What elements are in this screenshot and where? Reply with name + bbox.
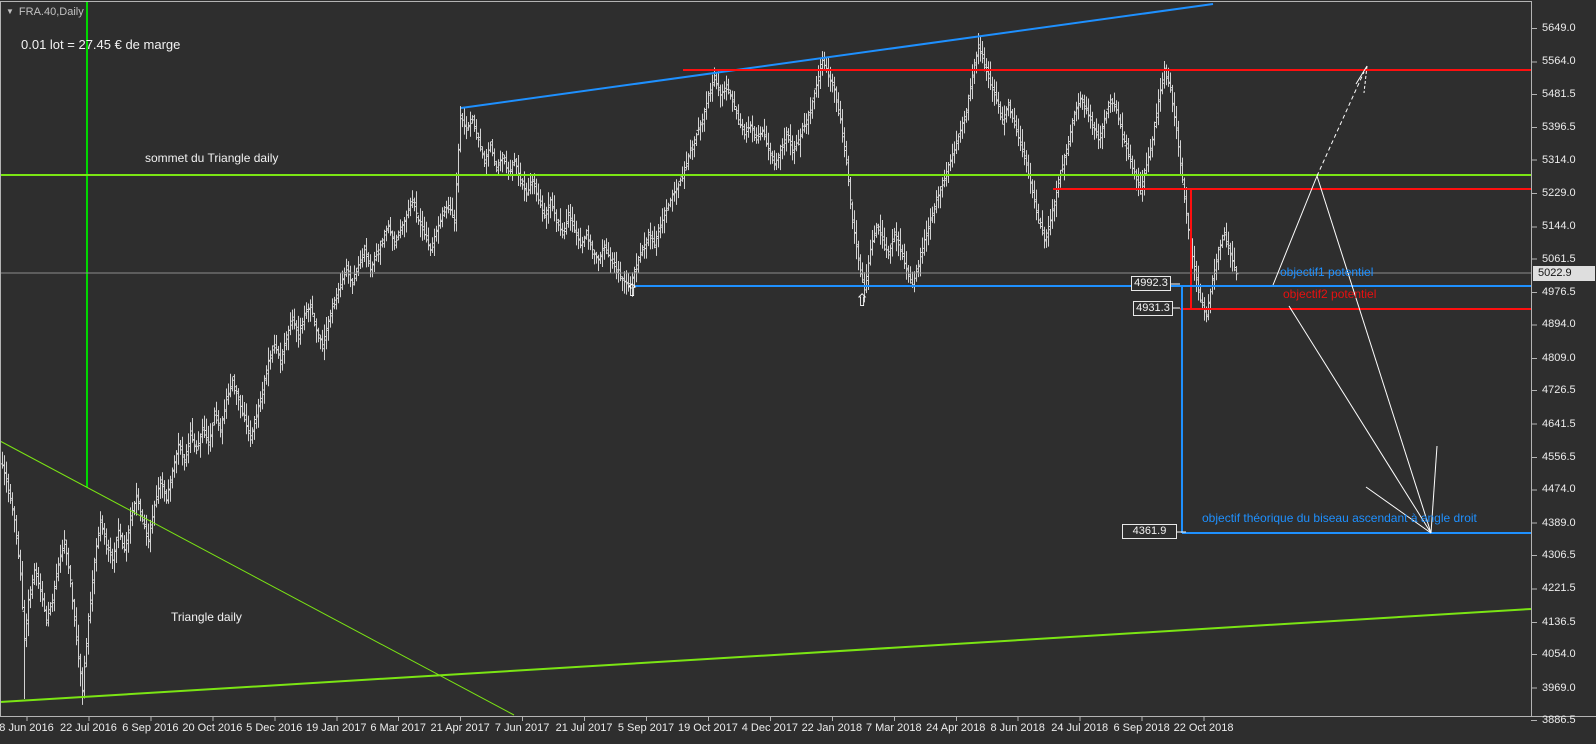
price-axis-label: 4221.5 [1542, 582, 1576, 595]
price-axis-label: 4136.5 [1542, 615, 1576, 628]
price-axis-label: 4556.5 [1542, 450, 1576, 463]
time-axis-label: 5 Dec 2016 [246, 722, 303, 734]
arrowhead-left-barb[interactable] [1365, 486, 1432, 534]
price-axis-label: 5061.5 [1542, 252, 1576, 265]
objectif-theorique-label[interactable]: objectif théorique du biseau ascendant à… [1202, 511, 1477, 525]
time-axis-label: 8 Jun 2016 [0, 722, 54, 734]
rebound-line[interactable] [1430, 445, 1438, 534]
time-axis-label: 22 Jan 2018 [801, 722, 863, 734]
time-axis-label: 6 Sep 2016 [122, 722, 179, 734]
time-axis-label: 22 Jul 2016 [59, 722, 117, 734]
symbol-timeframe-label[interactable]: ▼ FRA.40,Daily [6, 4, 84, 20]
price-axis-label: 3886.5 [1542, 714, 1576, 726]
dropdown-triangle-icon: ▼ [6, 7, 14, 16]
price-axis-label: 4306.5 [1542, 549, 1576, 562]
time-axis-label: 6 Sep 2018 [1113, 722, 1170, 734]
margin-note-text[interactable]: 0.01 lot = 27.45 € de marge [21, 37, 181, 52]
price-axis-label: 4054.0 [1542, 648, 1576, 661]
price-axis-label: 4474.0 [1542, 483, 1576, 496]
time-axis-label: 5 Sep 2017 [617, 722, 675, 734]
time-axis-label: 7 Mar 2018 [865, 722, 922, 734]
time-axis-label: 20 Oct 2016 [182, 722, 243, 734]
current-price-badge: 5022.9 [1533, 266, 1595, 281]
time-axis-label: 24 Jul 2018 [1051, 722, 1109, 734]
time-axis-label: 7 Jun 2017 [494, 722, 550, 734]
price-box-4361[interactable]: 4361.9 [1122, 524, 1177, 539]
price-axis-label: 5564.0 [1542, 55, 1576, 68]
price-axis-label: 4976.5 [1542, 286, 1576, 299]
price-axis-label: 5649.0 [1542, 22, 1576, 34]
time-axis-label: 21 Apr 2017 [430, 722, 490, 734]
time-axis-label: 22 Oct 2018 [1173, 722, 1234, 734]
symbol-timeframe-text: FRA.40,Daily [18, 6, 84, 18]
time-axis-label: 19 Oct 2017 [677, 722, 738, 734]
price-axis-label: 4809.0 [1542, 351, 1576, 364]
time-axis-label: 21 Jul 2017 [555, 722, 613, 734]
price-axis-label: 5396.5 [1542, 121, 1576, 134]
dashed-arrowhead-barb1 [1355, 65, 1368, 85]
projection-up-leg[interactable] [1272, 175, 1318, 286]
up-arrow-marker-1[interactable]: ⇧ [625, 281, 640, 301]
price-axis-label: 4389.0 [1542, 516, 1576, 529]
time-axis-label: 8 Jun 2018 [990, 722, 1045, 734]
up-arrow-marker-2[interactable]: ⇧ [855, 291, 870, 311]
price-axis-label: 4894.0 [1542, 318, 1576, 331]
price-axis-label: 5314.0 [1542, 153, 1576, 166]
blue-trendline[interactable] [460, 3, 1214, 109]
time-axis[interactable]: 8 Jun 2016 22 Jul 2016 6 Sep 2016 20 Oct 20… [0, 717, 1596, 744]
time-axis-label: 19 Jan 2017 [305, 722, 367, 734]
price-box-4992[interactable]: 4992.3 [1131, 276, 1171, 291]
projection-second-leg[interactable] [1288, 305, 1432, 534]
time-axis-label: 4 Dec 2017 [741, 722, 799, 734]
projection-down-leg[interactable] [1316, 175, 1432, 534]
dashed-arrowhead-barb2 [1363, 65, 1368, 94]
price-axis-label: 5481.5 [1542, 87, 1576, 100]
price-axis[interactable]: 5649.0 5564.0 5481.5 5396.5 5314.0 5229.0 5144… [1532, 0, 1596, 726]
price-axis-label: 3969.0 [1542, 681, 1576, 694]
price-axis-label: 5229.0 [1542, 186, 1576, 199]
triangle-daily-label[interactable]: Triangle daily [171, 610, 242, 624]
time-axis-label: 6 Mar 2017 [370, 722, 427, 734]
objectif2-label[interactable]: objectif2 potentiel [1283, 287, 1377, 301]
price-box-4931[interactable]: 4931.3 [1133, 301, 1173, 316]
price-axis-label: 5144.0 [1542, 220, 1576, 233]
triangle-support-line[interactable] [0, 608, 1532, 703]
triangle-resistance-line[interactable] [0, 440, 515, 716]
price-axis-label: 4641.5 [1542, 417, 1576, 430]
time-axis-label: 24 Apr 2018 [926, 722, 986, 734]
sommet-triangle-label[interactable]: sommet du Triangle daily [145, 151, 279, 165]
objectif1-label[interactable]: objectif1 potentiel [1280, 265, 1374, 279]
price-axis-label: 4726.5 [1542, 384, 1576, 397]
price-bars [0, 33, 1239, 705]
dashed-projection-arrow[interactable] [1316, 71, 1365, 177]
